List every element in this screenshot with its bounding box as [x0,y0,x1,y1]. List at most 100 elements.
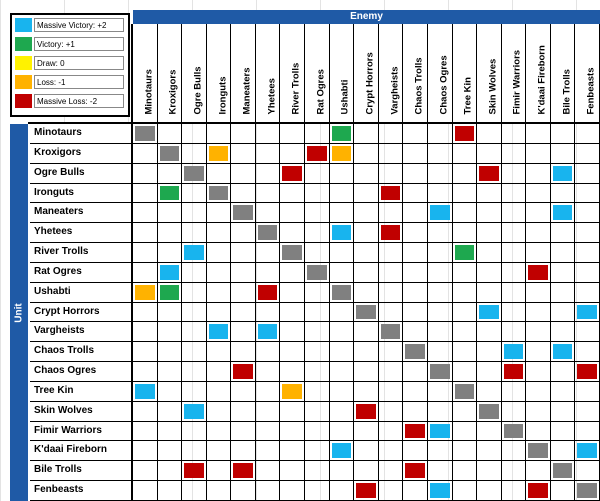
self-matchup-fill [503,423,524,439]
self-matchup-fill [184,165,204,181]
matchup-cell [526,362,551,382]
enemy-column-label: K'daai Fireborn [536,45,548,115]
matchup-cell [575,143,600,164]
matchup-cell [526,203,551,224]
result-fill [135,284,155,300]
matchup-cell [501,481,527,501]
matchup-cell [501,282,527,303]
matchup-cell [427,381,453,402]
matchup-cell [575,342,600,363]
result-fill [257,324,278,340]
matchup-cell [182,362,207,382]
matchup-cell [452,461,478,482]
matchup-cell [354,362,379,382]
matchup-cell [329,302,355,323]
result-fill [356,403,376,419]
matchup-cell [550,143,576,164]
matchup-cell [206,362,232,382]
result-fill [528,483,548,498]
matchup-cell [452,481,478,501]
matchup-cell [575,401,600,422]
matchup-cell [526,421,551,442]
matchup-cell [575,441,600,462]
matchup-cell [550,282,576,303]
unit-axis-label: Unit [13,302,25,323]
self-matchup-fill [356,304,376,320]
matchup-cell [255,481,281,501]
matchup-cell [354,282,379,303]
matchup-cell [452,282,478,303]
matchup-cell [182,342,207,363]
enemy-column-header: Bile Trolls [550,24,576,122]
matchup-cell [452,203,478,224]
matchup-cell [305,262,330,283]
result-fill [184,463,204,479]
matchup-cell [255,243,281,263]
matchup-cell [501,203,527,224]
matchup-cell [526,481,551,501]
matchup-cell [182,322,207,343]
matchup-cell [403,381,428,402]
matchup-cell [305,362,330,382]
matchup-cell [550,183,576,204]
matchup-cell [403,243,428,263]
matchup-cell [575,262,600,283]
matchup-cell [182,163,207,184]
matchup-cell [133,183,158,204]
matchup-cell [182,223,207,244]
result-fill [135,383,155,399]
matchup-cell [305,481,330,501]
result-fill [528,264,548,280]
matchup-cell [378,362,404,382]
self-matchup-fill [159,145,180,161]
matchup-cell [157,461,183,482]
matchup-cell [157,302,183,323]
matchup-cell [501,362,527,382]
matchup-cell [403,441,428,462]
matchup-cell [280,322,306,343]
matchup-cell [378,163,404,184]
matchup-cell [477,282,502,303]
matchup-cell [157,342,183,363]
matchup-cell [526,183,551,204]
matchup-cell [280,203,306,224]
matchup-cell [550,322,576,343]
enemy-column-header: River Trolls [280,24,306,122]
matchup-cell [182,421,207,442]
matchup-cell [255,441,281,462]
matchup-cell [427,124,453,144]
matchup-cell [133,481,158,501]
matchup-cell [550,342,576,363]
result-fill [208,324,229,340]
matchup-cell [501,262,527,283]
matchup-cell [255,143,281,164]
unit-row-header: Tree Kin [30,381,131,402]
matchup-cell [550,243,576,263]
self-matchup-fill [405,344,425,360]
matchup-cell [354,262,379,283]
matchup-cell [329,223,355,244]
result-fill [479,165,499,181]
matchup-cell [354,322,379,343]
matchup-cell [550,441,576,462]
self-matchup-fill [380,324,401,340]
result-fill [577,364,597,379]
matchup-cell [305,441,330,462]
matchup-cell [427,203,453,224]
result-fill [159,185,180,201]
unit-row-header: Chaos Trolls [30,342,131,363]
matchup-cell [182,401,207,422]
enemy-column-label: Fenbeasts [585,67,597,115]
matchup-cell [403,302,428,323]
matchup-cell [526,401,551,422]
enemy-column-header: Maneaters [231,24,256,122]
matchup-cell [305,183,330,204]
result-fill [159,284,180,300]
matchup-cell [501,183,527,204]
matchup-cell [231,282,256,303]
matchup-cell [255,342,281,363]
matchup-cell [206,183,232,204]
result-fill [503,364,524,379]
enemy-column-header: Ushabti [329,24,355,122]
self-matchup-fill [307,264,327,280]
